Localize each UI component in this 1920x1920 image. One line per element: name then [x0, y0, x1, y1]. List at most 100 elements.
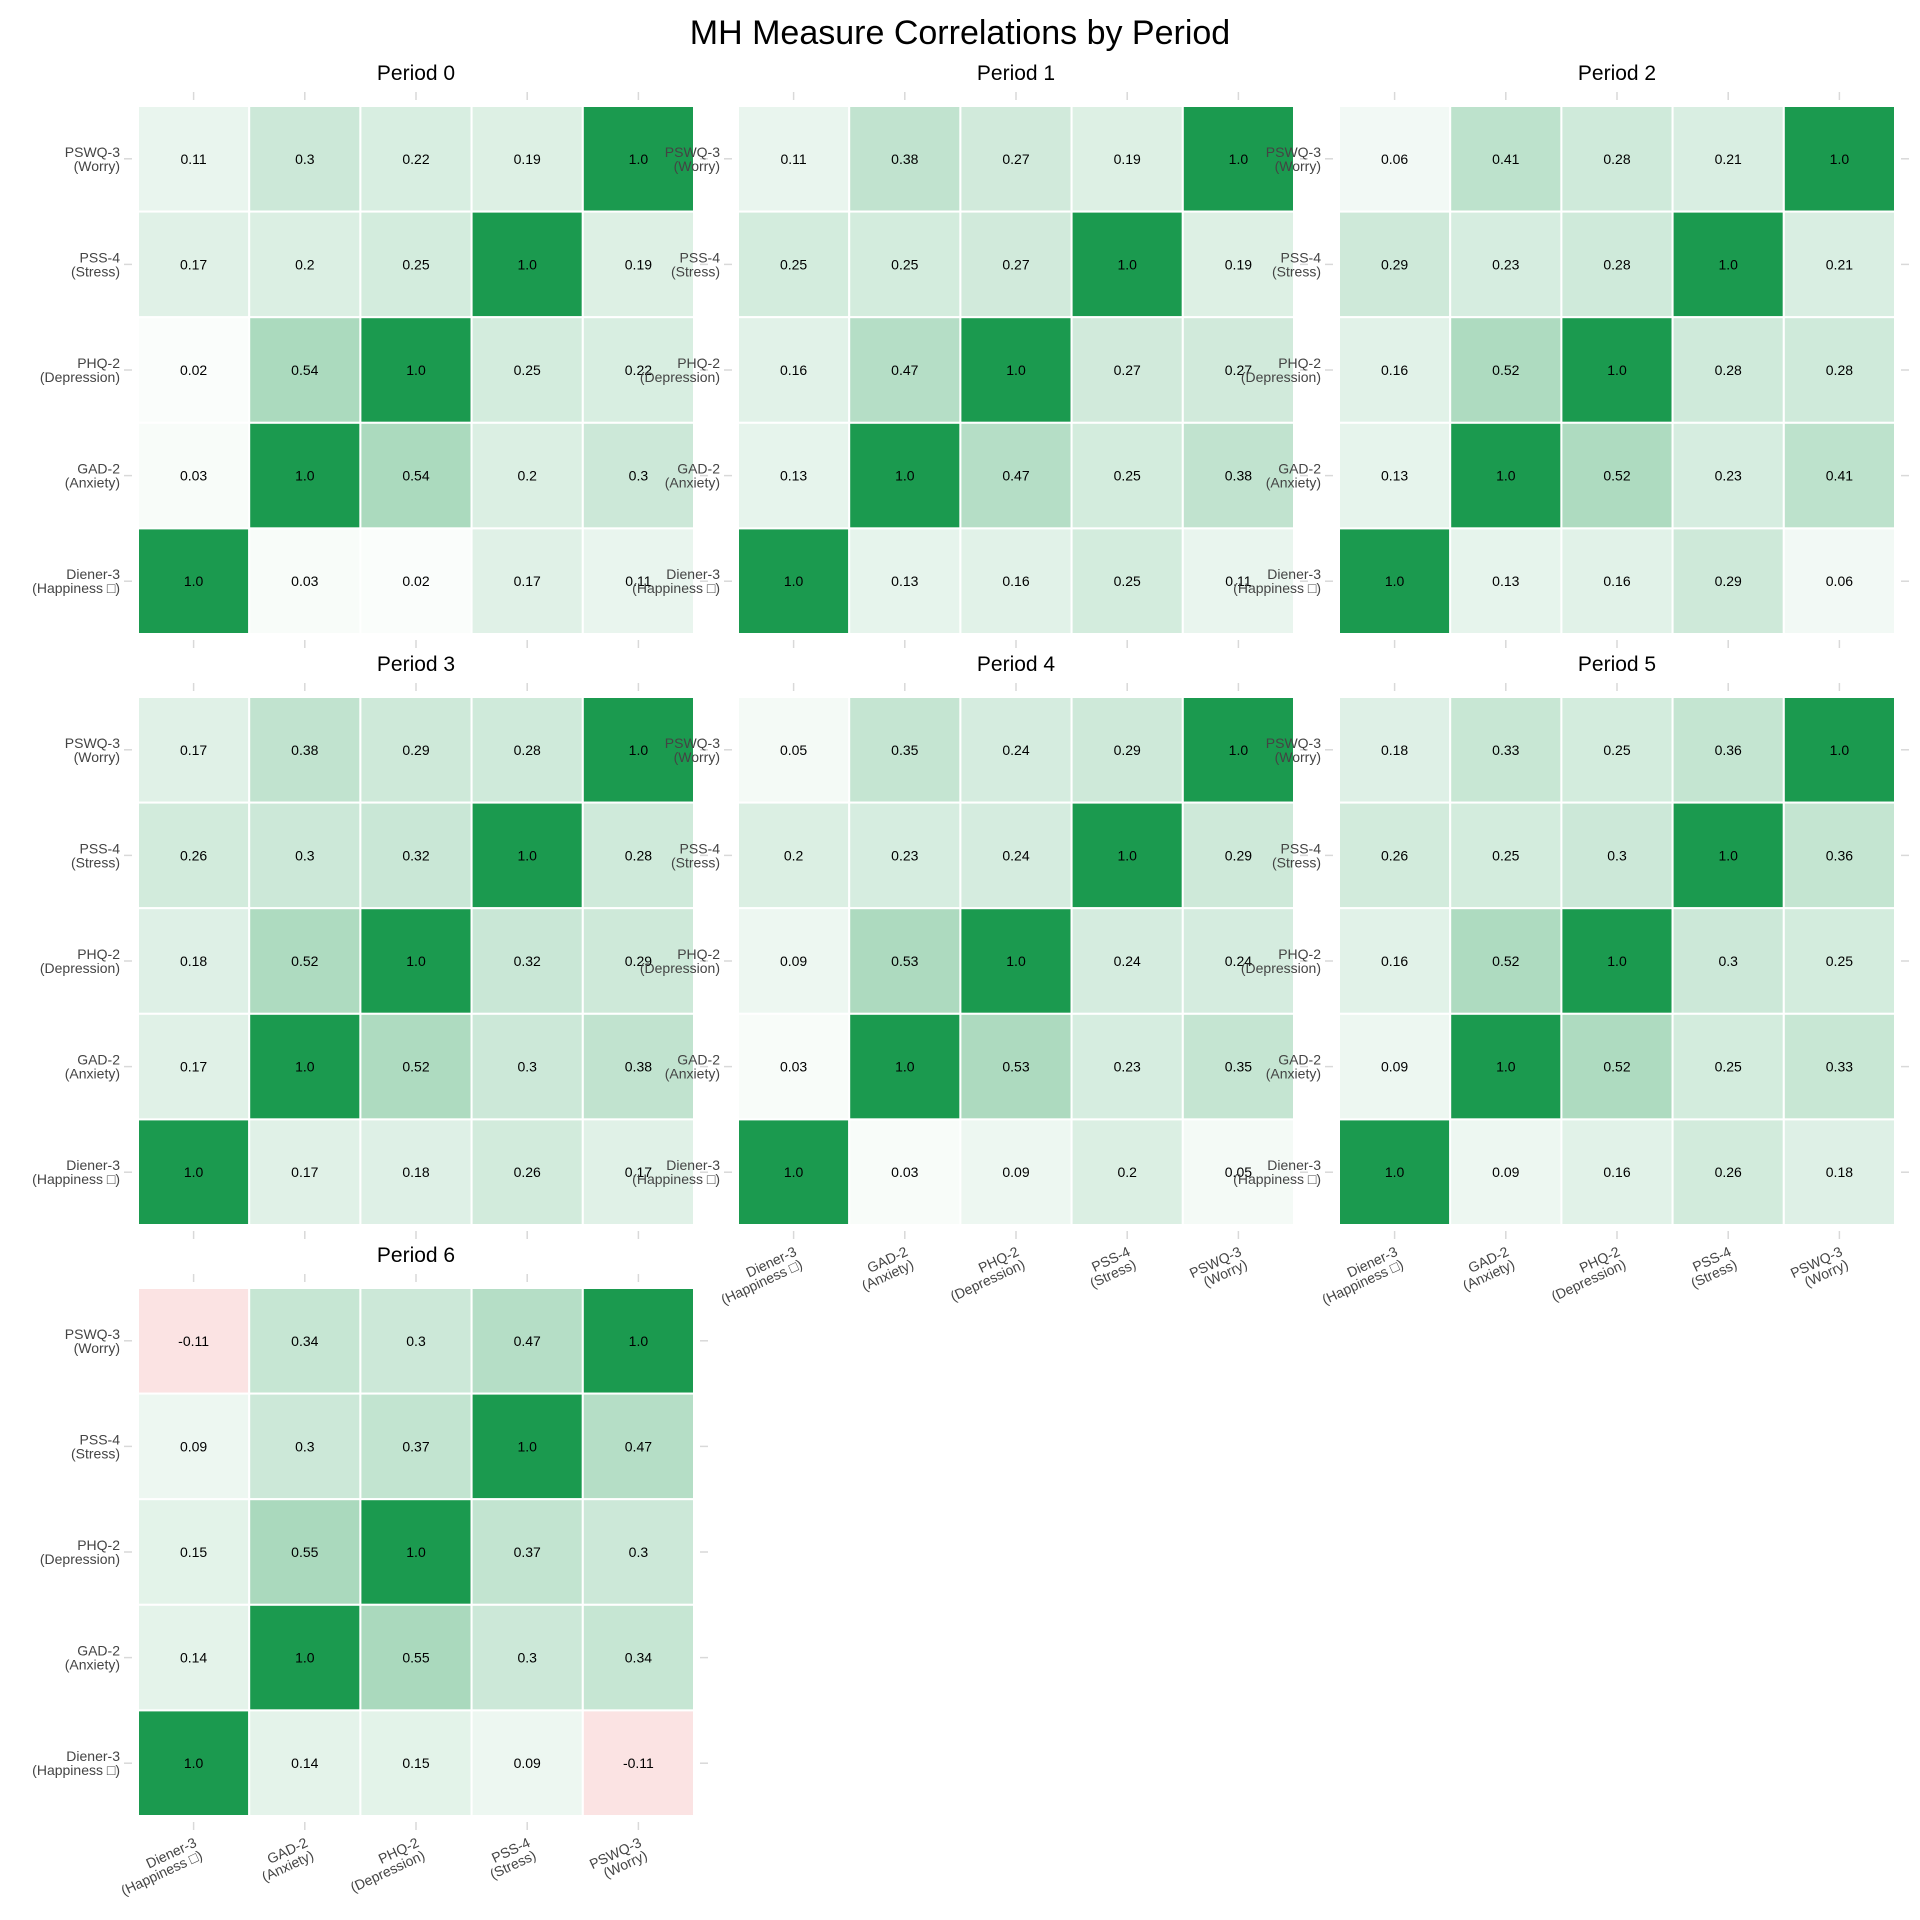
- y-tick-label-line1: PSS-4: [1281, 840, 1322, 856]
- x-tick-label: PSWQ-3(Worry): [1788, 1243, 1851, 1294]
- cell-value-label: 0.25: [402, 256, 429, 272]
- heatmap-cell: [737, 1118, 851, 1227]
- heatmap-cell: [1181, 801, 1296, 910]
- cell-value-label: 0.3: [629, 1544, 649, 1560]
- y-tick-label-line2: (Happiness □): [1233, 580, 1321, 596]
- cell-value-label: 0.24: [1002, 847, 1029, 863]
- cell-value-label: 0.35: [891, 742, 918, 758]
- heatmap-cell: [137, 527, 251, 636]
- heatmap-cell: [1560, 527, 1674, 636]
- cell-value-label: 1.0: [517, 1438, 537, 1454]
- cell-value-label: 0.17: [180, 256, 207, 272]
- y-tick-label-line1: PHQ-2: [1278, 355, 1321, 371]
- cell-value-label: 0.15: [180, 1544, 207, 1560]
- cell-value-label: 0.16: [1381, 362, 1408, 378]
- cell-value-label: 0.29: [1114, 742, 1141, 758]
- y-tick-label-line2: (Depression): [640, 960, 720, 976]
- y-tick-label: GAD-2 (Anxiety): [65, 1052, 120, 1082]
- cell-value-label: 1.0: [1718, 847, 1738, 863]
- cell-value-label: 0.29: [1381, 256, 1408, 272]
- heatmap-cell: [848, 527, 962, 636]
- cell-value-label: 0.25: [1603, 742, 1630, 758]
- cell-value-label: 0.41: [1492, 151, 1519, 167]
- y-tick-label-line2: (Worry): [74, 749, 120, 765]
- heatmap-cell: [581, 105, 695, 213]
- cell-value-label: 0.52: [291, 953, 318, 969]
- y-tick-label-line1: GAD-2: [77, 461, 120, 477]
- cell-value-label: 1.0: [184, 1164, 204, 1180]
- cell-value-label: 1.0: [1229, 151, 1249, 167]
- cell-value-label: 0.27: [1225, 362, 1252, 378]
- cell-value-label: 0.32: [402, 847, 429, 863]
- cell-value-label: 0.3: [295, 847, 315, 863]
- y-tick-label-line2: (Worry): [74, 158, 120, 174]
- cell-value-label: 0.13: [1492, 573, 1519, 589]
- cell-value-label: 0.15: [402, 1755, 429, 1771]
- y-tick-label: PSS-4 (Stress): [1272, 249, 1321, 279]
- heatmap-cell: [737, 1012, 851, 1121]
- cell-value-label: 0.3: [1718, 953, 1738, 969]
- cell-value-label: 0.14: [180, 1650, 207, 1666]
- heatmap-cell: [1338, 105, 1452, 213]
- heatmap-cell: [1782, 1118, 1897, 1227]
- cell-value-label: 0.11: [1225, 573, 1251, 589]
- y-tick-label-line2: (Anxiety): [65, 1657, 120, 1673]
- y-tick-label-line2: (Worry): [674, 158, 720, 174]
- cell-value-label: 0.25: [1826, 953, 1853, 969]
- cell-value-label: 0.52: [1492, 362, 1519, 378]
- cell-value-label: 1.0: [1718, 256, 1738, 272]
- cell-value-label: 0.23: [1715, 468, 1742, 484]
- y-tick-label: GAD-2 (Anxiety): [65, 461, 120, 491]
- panel-title: Period 0: [377, 62, 455, 85]
- heatmap-cell: [581, 1709, 695, 1818]
- cell-value-label: 0.02: [180, 362, 207, 378]
- heatmap-cell: [248, 1287, 362, 1395]
- cell-value-label: 0.28: [1715, 362, 1742, 378]
- heatmap-cell: [248, 210, 362, 319]
- cell-value-label: 0.38: [891, 151, 918, 167]
- cell-value-label: 1.0: [895, 468, 915, 484]
- cell-value-label: 0.2: [784, 847, 804, 863]
- heatmap-cell: [581, 1498, 695, 1606]
- cell-value-label: 0.09: [1492, 1164, 1519, 1180]
- cell-value-label: 0.55: [402, 1650, 429, 1666]
- y-tick-label: GAD-2 (Anxiety): [65, 1643, 120, 1673]
- heatmap-panel-5: Period 5 0.18 0.33 0.25 0.36 1.0 PSWQ-3 (Worry)…: [1233, 653, 1909, 1308]
- heatmap-cell: [359, 1392, 473, 1501]
- cell-value-label: 0.17: [180, 1059, 207, 1075]
- cell-value-label: 0.23: [1492, 256, 1519, 272]
- heatmap-cell: [470, 210, 584, 319]
- y-tick-label-line2: (Happiness □): [32, 1762, 120, 1778]
- chart-title: MH Measure Correlations by Period: [690, 14, 1230, 52]
- heatmap-cell: [1070, 1118, 1184, 1227]
- cell-value-label: 0.28: [514, 742, 541, 758]
- heatmap-panel-4: Period 4 0.05 0.35 0.24 0.29 1.0 PSWQ-3 (Worry)…: [632, 653, 1308, 1308]
- y-tick-label: PHQ-2 (Depression): [40, 946, 120, 976]
- y-tick-label: PSWQ-3 (Worry): [65, 735, 120, 765]
- cell-value-label: 0.35: [1225, 1059, 1252, 1075]
- cell-value-label: 0.27: [1002, 151, 1029, 167]
- heatmap-cell: [1560, 801, 1674, 910]
- y-tick-label: PHQ-2 (Depression): [40, 1537, 120, 1567]
- cell-value-label: 0.25: [891, 256, 918, 272]
- heatmap-cell: [959, 316, 1073, 424]
- cell-value-label: 0.13: [780, 468, 807, 484]
- y-tick-label: PSWQ-3 (Worry): [665, 735, 720, 765]
- heatmap-cell: [1782, 801, 1897, 910]
- cell-value-label: 0.05: [780, 742, 807, 758]
- heatmap-cell: [1070, 527, 1184, 636]
- y-tick-label: Diener-3 (Happiness □): [632, 566, 720, 596]
- heatmap-cell: [359, 316, 473, 424]
- heatmap-panel-2: Period 2 0.06 0.41 0.28 0.21 1.0 PSWQ-3 (Worry)…: [1233, 62, 1909, 648]
- cell-value-label: 1.0: [1006, 362, 1026, 378]
- heatmap-cell: [581, 210, 695, 319]
- y-tick-label-line1: PSS-4: [1281, 249, 1322, 265]
- cell-value-label: 0.2: [517, 468, 537, 484]
- cell-value-label: 0.53: [891, 953, 918, 969]
- y-tick-label: PSS-4 (Stress): [671, 249, 720, 279]
- cell-value-label: 0.16: [1603, 1164, 1630, 1180]
- cell-value-label: 1.0: [295, 1650, 315, 1666]
- cell-value-label: 0.38: [625, 1059, 652, 1075]
- cell-value-label: 0.21: [1715, 151, 1742, 167]
- y-tick-label-line2: (Anxiety): [65, 1066, 120, 1082]
